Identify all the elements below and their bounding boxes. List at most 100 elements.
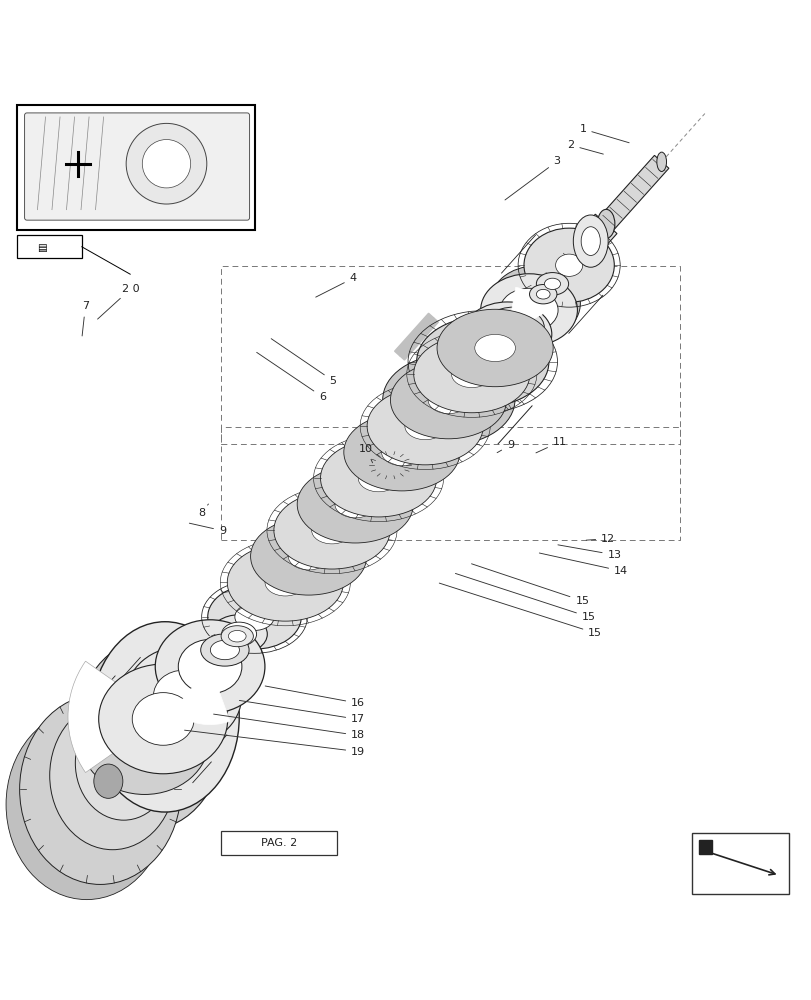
Ellipse shape: [451, 360, 491, 388]
Ellipse shape: [367, 387, 483, 465]
Ellipse shape: [273, 492, 389, 569]
Ellipse shape: [6, 709, 167, 900]
Ellipse shape: [143, 688, 187, 745]
Ellipse shape: [155, 620, 264, 713]
Ellipse shape: [210, 640, 239, 660]
Text: 6: 6: [256, 352, 325, 402]
Ellipse shape: [288, 543, 328, 570]
Text: 9: 9: [189, 523, 225, 536]
Text: 2: 2: [567, 140, 603, 154]
Ellipse shape: [396, 404, 457, 444]
Ellipse shape: [414, 384, 474, 425]
Ellipse shape: [466, 358, 491, 374]
Wedge shape: [480, 310, 529, 359]
Ellipse shape: [536, 273, 568, 295]
Ellipse shape: [462, 302, 551, 366]
Wedge shape: [507, 287, 548, 334]
Ellipse shape: [382, 355, 514, 445]
Wedge shape: [68, 661, 165, 773]
Text: 2 0: 2 0: [97, 284, 139, 319]
Text: 15: 15: [439, 583, 602, 638]
Ellipse shape: [335, 491, 375, 518]
Ellipse shape: [500, 319, 526, 335]
Ellipse shape: [126, 646, 242, 746]
Ellipse shape: [448, 346, 509, 386]
Ellipse shape: [227, 544, 343, 621]
Text: 3: 3: [504, 156, 560, 200]
Ellipse shape: [320, 440, 436, 517]
Ellipse shape: [466, 326, 526, 367]
Wedge shape: [173, 667, 230, 725]
Text: 15: 15: [455, 573, 595, 622]
Text: 11: 11: [535, 437, 566, 453]
Ellipse shape: [91, 622, 239, 812]
Ellipse shape: [656, 152, 666, 171]
Ellipse shape: [211, 615, 267, 653]
Text: 16: 16: [265, 686, 365, 708]
Ellipse shape: [200, 634, 249, 666]
Ellipse shape: [285, 492, 378, 569]
Ellipse shape: [62, 721, 158, 835]
Ellipse shape: [376, 487, 385, 495]
Circle shape: [142, 140, 191, 188]
Text: 14: 14: [539, 553, 628, 576]
Ellipse shape: [457, 335, 519, 375]
Ellipse shape: [36, 716, 161, 865]
Ellipse shape: [311, 517, 352, 544]
Ellipse shape: [264, 569, 305, 596]
Ellipse shape: [99, 664, 227, 774]
Polygon shape: [94, 667, 118, 692]
Text: 1: 1: [579, 124, 629, 143]
Wedge shape: [208, 634, 238, 659]
Text: 15: 15: [471, 564, 589, 606]
Ellipse shape: [381, 439, 422, 466]
Ellipse shape: [431, 396, 457, 413]
Text: 13: 13: [557, 545, 621, 560]
Ellipse shape: [536, 289, 549, 299]
Ellipse shape: [343, 413, 459, 491]
Ellipse shape: [228, 630, 246, 642]
Ellipse shape: [543, 278, 560, 290]
Ellipse shape: [351, 475, 361, 483]
FancyBboxPatch shape: [221, 831, 337, 855]
Ellipse shape: [132, 693, 194, 745]
Ellipse shape: [483, 339, 508, 355]
Ellipse shape: [475, 315, 536, 356]
Ellipse shape: [388, 412, 450, 452]
Bar: [698, 840, 710, 854]
Ellipse shape: [390, 361, 506, 439]
Text: 12: 12: [586, 534, 615, 544]
Ellipse shape: [358, 465, 398, 492]
Text: ▤: ▤: [36, 243, 46, 253]
Text: 9: 9: [496, 440, 513, 453]
Ellipse shape: [581, 227, 599, 255]
Ellipse shape: [376, 511, 385, 519]
Text: PAG. 2: PAG. 2: [260, 838, 297, 848]
Ellipse shape: [416, 317, 548, 407]
Ellipse shape: [291, 521, 353, 561]
Ellipse shape: [178, 639, 242, 694]
Ellipse shape: [440, 354, 502, 394]
Text: 19: 19: [184, 730, 365, 757]
Ellipse shape: [468, 352, 496, 372]
Ellipse shape: [449, 377, 474, 393]
Text: 7: 7: [82, 301, 89, 336]
Ellipse shape: [523, 228, 614, 302]
Ellipse shape: [75, 639, 224, 829]
Ellipse shape: [208, 585, 301, 649]
FancyBboxPatch shape: [24, 113, 249, 220]
Ellipse shape: [94, 764, 122, 798]
Ellipse shape: [414, 335, 530, 413]
Ellipse shape: [291, 548, 322, 569]
Ellipse shape: [281, 541, 333, 576]
Ellipse shape: [251, 518, 367, 595]
Ellipse shape: [406, 393, 467, 433]
Ellipse shape: [343, 492, 369, 514]
Ellipse shape: [555, 254, 582, 276]
Ellipse shape: [483, 307, 543, 347]
Ellipse shape: [234, 603, 274, 630]
Ellipse shape: [221, 622, 256, 646]
Text: 18: 18: [213, 714, 365, 740]
Text: 4: 4: [315, 273, 356, 297]
Ellipse shape: [221, 626, 253, 647]
